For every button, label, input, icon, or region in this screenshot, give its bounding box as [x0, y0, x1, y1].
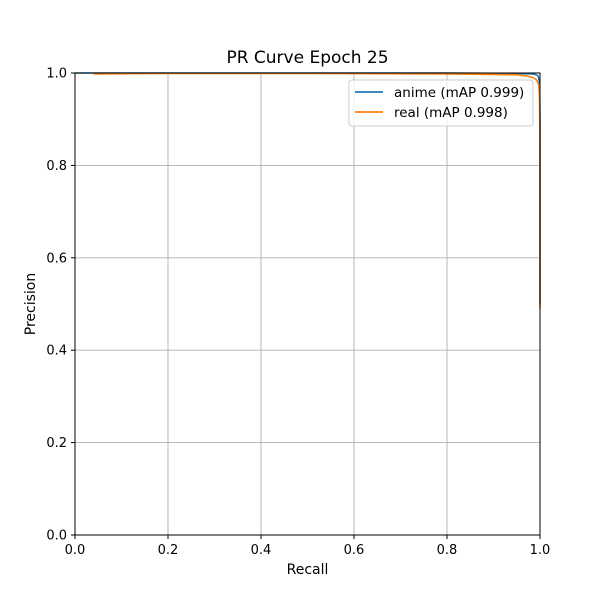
- chart-title: PR Curve Epoch 25: [226, 48, 388, 68]
- legend: anime (mAP 0.999) real (mAP 0.998): [348, 79, 534, 127]
- x-axis-label: Recall: [287, 562, 329, 578]
- y-tick-label: 0.6: [46, 251, 67, 266]
- x-tick-label: 0.4: [251, 543, 272, 558]
- x-tick-label: 0.2: [158, 543, 179, 558]
- legend-label-1: real (mAP 0.998): [394, 105, 508, 121]
- y-tick-label: 0.0: [46, 529, 67, 544]
- y-tick-label: 1.0: [46, 67, 67, 82]
- axis-ticks: 0.0 0.2 0.4 0.6 0.8 1.0 0.0 0.2 0.4 0.6 0.8 1.0: [46, 67, 550, 559]
- legend-box: [348, 79, 534, 127]
- grid-lines: [74, 72, 541, 536]
- y-tick-label: 0.4: [46, 344, 67, 359]
- legend-label-0: anime (mAP 0.999): [394, 85, 524, 101]
- y-axis-label: Precision: [23, 273, 39, 335]
- y-tick-label: 0.2: [46, 436, 67, 451]
- x-tick-label: 1.0: [530, 543, 551, 558]
- x-tick-label: 0.8: [437, 543, 458, 558]
- x-tick-label: 0.6: [344, 543, 365, 558]
- y-tick-label: 0.8: [46, 159, 67, 174]
- plot-frame: [74, 72, 541, 536]
- x-tick-label: 0.0: [65, 543, 86, 558]
